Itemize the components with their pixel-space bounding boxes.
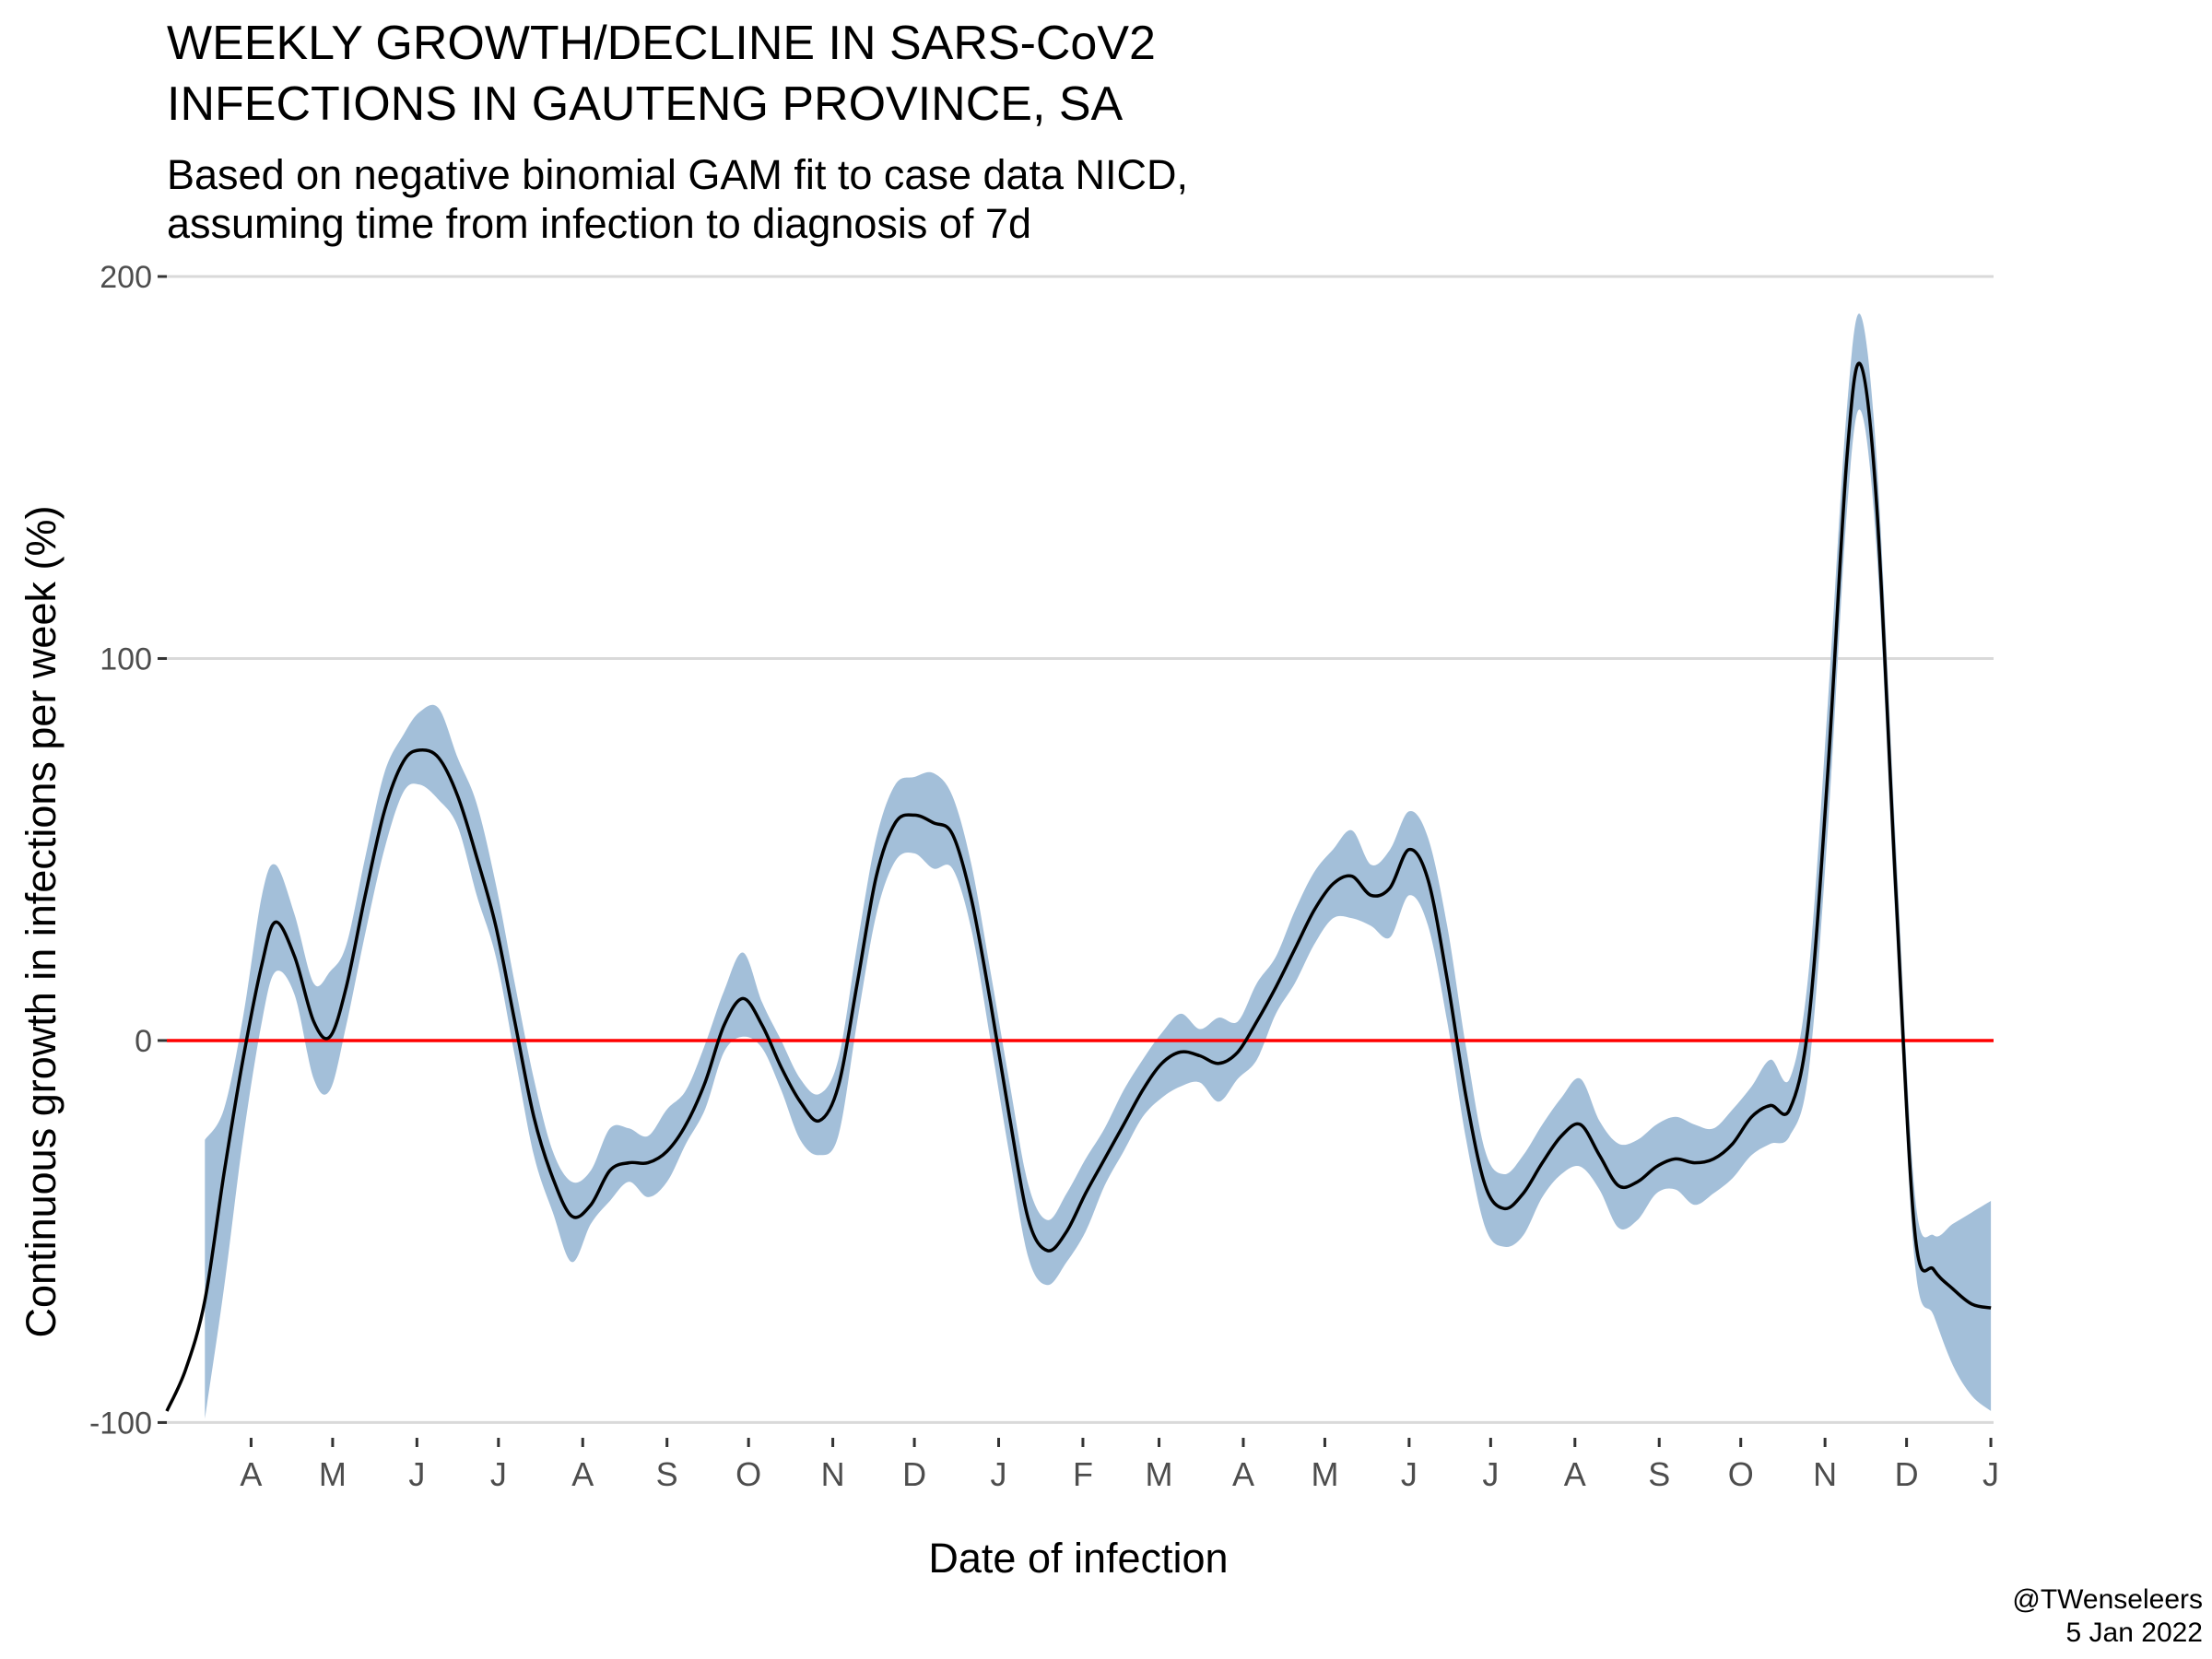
x-tick-label: N [1813,1455,1837,1493]
x-tick-label: J [490,1455,507,1493]
x-tick-label: A [1564,1455,1586,1493]
y-axis: -100 0 100 200 [89,260,167,1441]
x-tick-label: A [1232,1455,1254,1493]
caption-handle: @TWenseleers [2012,1584,2203,1615]
y-axis-title: Continuous growth in infections per week… [18,506,65,1338]
x-tick-label: J [991,1455,1007,1493]
x-tick-label: S [1648,1455,1670,1493]
confidence-band [205,313,1992,1419]
caption-date: 5 Jan 2022 [2066,1618,2203,1648]
x-tick-label: M [1146,1455,1173,1493]
chart-title-line-2: INFECTIONS IN GAUTENG PROVINCE, SA [167,77,1124,131]
estimate-line-layer [165,361,1992,1412]
estimate-line [165,361,1992,1412]
x-tick-label: D [902,1455,926,1493]
y-tick-label: -100 [89,1406,152,1441]
chart-title-line-1: WEEKLY GROWTH/DECLINE IN SARS-CoV2 [167,17,1156,70]
x-tick-label: J [1983,1455,1999,1493]
y-tick-label: 100 [100,641,152,677]
confidence-band-layer [205,313,1992,1419]
chart-subtitle-line-2: assuming time from infection to diagnosi… [167,200,1031,247]
x-tick-label: J [1482,1455,1499,1493]
y-gridlines [167,275,1994,1424]
x-tick-label: A [571,1455,594,1493]
x-tick-label: M [319,1455,347,1493]
y-tick-label: 200 [100,260,152,295]
x-tick-label: A [240,1455,262,1493]
x-tick-label: J [408,1455,425,1493]
x-tick-label: J [1401,1455,1418,1493]
x-tick-label: M [1311,1455,1338,1493]
x-tick-label: S [656,1455,678,1493]
x-axis-title: Date of infection [928,1535,1228,1582]
x-tick-label: O [1728,1455,1754,1493]
chart-titles: WEEKLY GROWTH/DECLINE IN SARS-CoV2 INFEC… [167,17,1188,247]
x-tick-label: O [735,1455,761,1493]
x-tick-label: D [1895,1455,1919,1493]
x-tick-label: N [821,1455,845,1493]
y-tick-label: 0 [135,1024,152,1059]
chart-subtitle-line-1: Based on negative binomial GAM fit to ca… [167,151,1188,198]
x-tick-label: F [1073,1455,1093,1493]
